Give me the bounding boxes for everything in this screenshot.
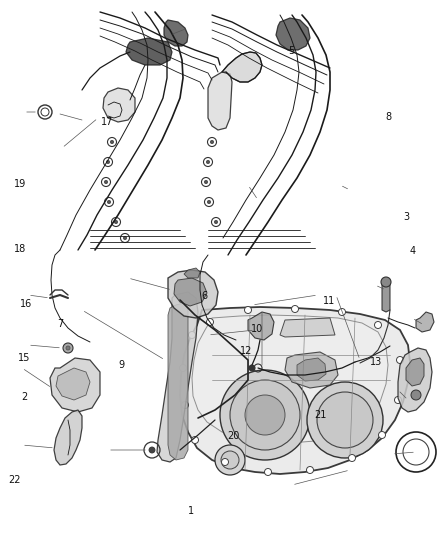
Circle shape (180, 365, 187, 372)
Circle shape (120, 233, 130, 243)
Text: 18: 18 (14, 245, 26, 254)
Circle shape (41, 108, 49, 116)
Text: 11: 11 (323, 296, 336, 306)
Text: 9: 9 (118, 360, 124, 370)
Circle shape (63, 343, 73, 353)
Polygon shape (285, 352, 338, 388)
Circle shape (205, 181, 208, 183)
Polygon shape (50, 358, 100, 412)
Circle shape (349, 455, 356, 462)
Circle shape (149, 447, 155, 453)
Text: 22: 22 (8, 475, 21, 484)
Circle shape (222, 458, 229, 465)
Polygon shape (174, 278, 207, 306)
Circle shape (249, 365, 255, 371)
Circle shape (124, 237, 127, 239)
Polygon shape (222, 52, 262, 82)
Polygon shape (164, 20, 188, 46)
Circle shape (105, 181, 107, 183)
Circle shape (205, 198, 213, 206)
Circle shape (206, 160, 209, 164)
Circle shape (105, 198, 113, 206)
Text: 19: 19 (14, 179, 26, 189)
Circle shape (220, 370, 310, 460)
Polygon shape (248, 312, 274, 340)
Text: 8: 8 (385, 112, 392, 122)
Circle shape (215, 445, 245, 475)
Polygon shape (416, 312, 434, 332)
Text: 15: 15 (18, 353, 30, 363)
Circle shape (201, 177, 211, 187)
Polygon shape (168, 303, 188, 460)
Circle shape (245, 395, 285, 435)
Text: 21: 21 (314, 410, 327, 419)
Polygon shape (297, 358, 326, 381)
Circle shape (181, 401, 188, 408)
Circle shape (230, 380, 300, 450)
Text: 1: 1 (188, 506, 194, 515)
Circle shape (38, 105, 52, 119)
Polygon shape (208, 72, 232, 130)
Polygon shape (180, 307, 410, 474)
Polygon shape (406, 358, 424, 386)
Circle shape (339, 309, 346, 316)
Circle shape (107, 200, 110, 204)
Circle shape (307, 466, 314, 473)
Circle shape (244, 306, 251, 313)
Polygon shape (382, 280, 390, 312)
Circle shape (292, 305, 299, 312)
Circle shape (211, 141, 213, 143)
Circle shape (204, 157, 212, 166)
Text: 4: 4 (410, 246, 416, 255)
Circle shape (188, 332, 195, 338)
Text: 7: 7 (57, 319, 63, 329)
Circle shape (206, 319, 213, 326)
Circle shape (106, 160, 110, 164)
Text: 3: 3 (403, 213, 409, 222)
Circle shape (381, 277, 391, 287)
Text: 5: 5 (288, 46, 294, 55)
Circle shape (114, 221, 117, 223)
Circle shape (396, 357, 403, 364)
Polygon shape (103, 88, 135, 122)
Text: 6: 6 (201, 291, 208, 301)
Polygon shape (54, 410, 82, 465)
Circle shape (411, 390, 421, 400)
Polygon shape (126, 38, 172, 65)
Polygon shape (157, 292, 198, 462)
Polygon shape (56, 368, 90, 400)
Circle shape (221, 451, 239, 469)
Circle shape (208, 200, 211, 204)
Circle shape (110, 141, 113, 143)
Polygon shape (276, 18, 310, 50)
Circle shape (107, 138, 117, 147)
Circle shape (191, 437, 198, 443)
Text: 10: 10 (251, 325, 263, 334)
Circle shape (378, 432, 385, 439)
Polygon shape (168, 270, 218, 318)
Circle shape (215, 221, 218, 223)
Circle shape (112, 217, 120, 227)
Circle shape (395, 397, 402, 403)
Text: 12: 12 (240, 346, 252, 356)
Circle shape (212, 217, 220, 227)
Text: 17: 17 (101, 117, 113, 126)
Polygon shape (184, 268, 200, 278)
Circle shape (374, 321, 381, 328)
Polygon shape (398, 348, 432, 412)
Circle shape (102, 177, 110, 187)
Circle shape (265, 469, 272, 475)
Text: 13: 13 (370, 358, 382, 367)
Text: 2: 2 (21, 392, 27, 402)
Circle shape (66, 346, 70, 350)
Circle shape (317, 392, 373, 448)
Circle shape (103, 157, 113, 166)
Polygon shape (192, 315, 388, 443)
Text: 20: 20 (227, 431, 239, 441)
Circle shape (307, 382, 383, 458)
Polygon shape (280, 318, 335, 337)
Circle shape (208, 138, 216, 147)
Text: 16: 16 (20, 299, 32, 309)
